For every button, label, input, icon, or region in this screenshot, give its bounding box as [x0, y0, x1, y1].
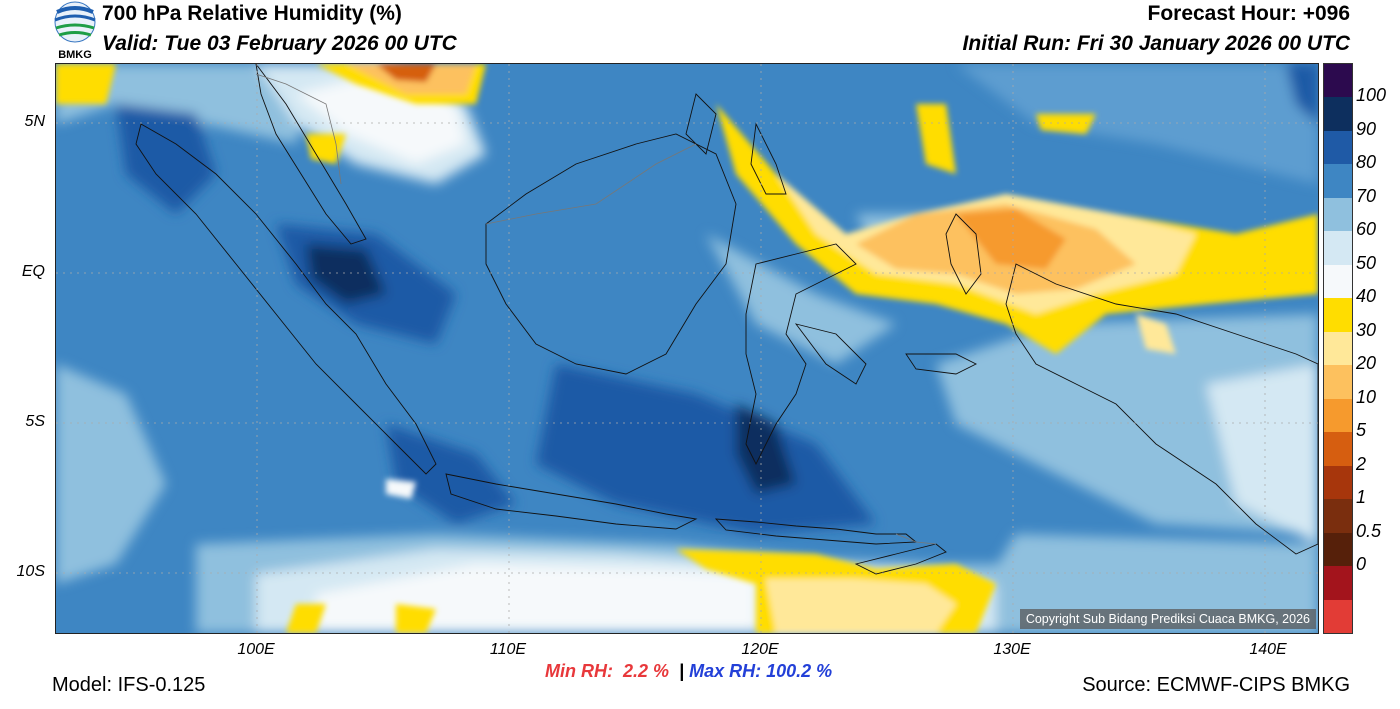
lat-label-eq: EQ: [21, 263, 45, 280]
colorbar-label: 0.5: [1356, 520, 1382, 541]
min-rh-value: 2.2 %: [623, 661, 670, 681]
copyright-notice: Copyright Sub Bidang Prediksi Cuaca BMKG…: [1019, 609, 1316, 629]
graticule: [56, 64, 1318, 633]
colorbar-segment: [1324, 599, 1352, 633]
colorbar-segment: [1324, 532, 1352, 567]
colorbar-segment: [1324, 231, 1352, 265]
logo-text: BMKG: [58, 49, 92, 60]
colorbar-label: 80: [1356, 152, 1377, 173]
lon-label-140e: 140E: [1249, 641, 1287, 658]
humidity-map: [55, 63, 1319, 634]
lat-label-5s: 5S: [25, 413, 45, 430]
colorbar-segment: [1324, 398, 1352, 433]
colorbar-label: 5: [1356, 420, 1367, 441]
lon-label-100e: 100E: [237, 641, 275, 658]
colorbar-label: 40: [1356, 286, 1377, 307]
lat-label-5n: 5N: [24, 113, 45, 130]
stats-separator: |: [679, 661, 685, 681]
colorbar-label: 30: [1356, 319, 1377, 340]
colorbar-segment: [1324, 264, 1352, 299]
colorbar-segment: [1324, 566, 1352, 600]
colorbar-segment: [1324, 298, 1352, 332]
colorbar-segment: [1324, 130, 1352, 165]
initial-run: Initial Run: Fri 30 January 2026 00 UTC: [962, 32, 1350, 55]
model-name: Model: IFS-0.125: [52, 674, 206, 696]
colorbar-segment: [1324, 365, 1352, 399]
colorbar-label: 0: [1356, 554, 1367, 575]
colorbar-label: 2: [1356, 453, 1367, 474]
rh-stats: Min RH: 2.2 % | Max RH: 100.2 %: [545, 661, 832, 682]
lon-label-110e: 110E: [489, 641, 527, 658]
lat-label-10s: 10S: [16, 563, 45, 580]
forecast-hour: Forecast Hour: +096: [1147, 2, 1351, 25]
max-rh-label: Max RH:: [689, 661, 762, 681]
colorbar-label: 90: [1356, 118, 1377, 139]
colorbar-segment: [1324, 432, 1352, 466]
coastlines: [135, 64, 1318, 575]
colorbar-segment: [1324, 331, 1352, 366]
colorbar-segment: [1324, 64, 1352, 98]
colorbar-segment: [1324, 97, 1352, 131]
country-borders: [255, 73, 937, 545]
colorbar-label: 10: [1356, 386, 1377, 407]
colorbar-label: 1: [1356, 487, 1367, 508]
colorbar-segment: [1324, 499, 1352, 533]
colorbar: [1323, 63, 1353, 634]
max-rh-value: 100.2 %: [766, 661, 833, 681]
colorbar-label: 60: [1356, 219, 1377, 240]
lon-label-130e: 130E: [993, 641, 1031, 658]
humidity-field: [56, 64, 1318, 633]
colorbar-label: 70: [1356, 185, 1377, 206]
colorbar-segment: [1324, 465, 1352, 500]
min-rh-label: Min RH:: [545, 661, 613, 681]
bmkg-logo: BMKG: [50, 0, 100, 61]
colorbar-label: 20: [1356, 353, 1377, 374]
data-source: Source: ECMWF-CIPS BMKG: [1082, 674, 1350, 696]
colorbar-label: 50: [1356, 252, 1377, 273]
colorbar-segment: [1324, 164, 1352, 198]
lon-label-120e: 120E: [741, 641, 779, 658]
valid-time: Valid: Tue 03 February 2026 00 UTC: [102, 32, 457, 55]
colorbar-label: 100: [1356, 85, 1387, 106]
colorbar-segment: [1324, 197, 1352, 232]
map-title: 700 hPa Relative Humidity (%): [102, 2, 402, 25]
